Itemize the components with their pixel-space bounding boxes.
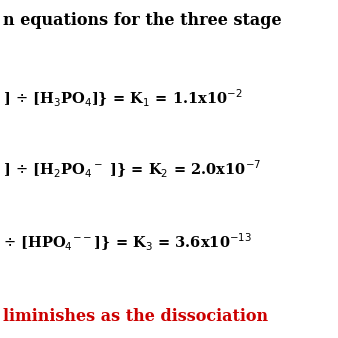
Text: $\div$ [HPO$_4$$^{--}$]} = K$_3$ = 3.6x10$^{-13}$: $\div$ [HPO$_4$$^{--}$]} = K$_3$ = 3.6x1… <box>3 232 252 253</box>
Text: ] $\div$ [H$_2$PO$_4$$^-$ ]} = K$_2$ = 2.0x10$^{-7}$: ] $\div$ [H$_2$PO$_4$$^-$ ]} = K$_2$ = 2… <box>3 159 262 180</box>
Text: liminishes as the dissociation: liminishes as the dissociation <box>3 308 268 324</box>
Text: ] $\div$ [H$_3$PO$_4$]} = K$_1$ = 1.1x10$^{-2}$: ] $\div$ [H$_3$PO$_4$]} = K$_1$ = 1.1x10… <box>3 88 243 110</box>
Text: n equations for the three stage: n equations for the three stage <box>3 12 282 29</box>
